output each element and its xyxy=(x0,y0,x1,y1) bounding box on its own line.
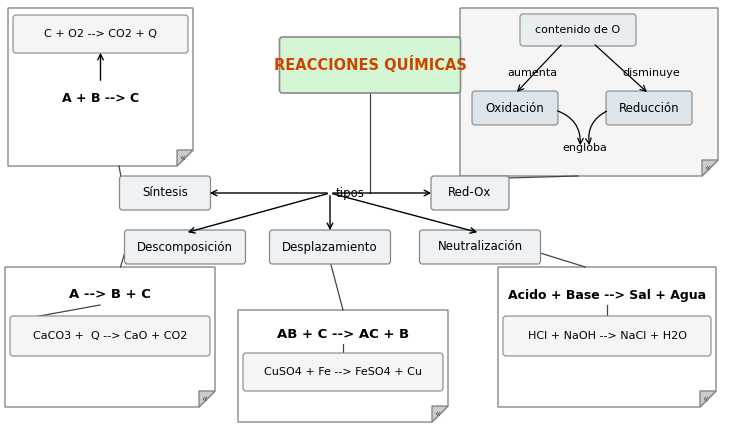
Text: REACCIONES QUÍMICAS: REACCIONES QUÍMICAS xyxy=(274,56,467,74)
FancyBboxPatch shape xyxy=(280,37,461,93)
Text: Oxidación: Oxidación xyxy=(486,101,545,114)
Text: AB + C --> AC + B: AB + C --> AC + B xyxy=(277,328,409,341)
FancyBboxPatch shape xyxy=(13,15,188,53)
FancyBboxPatch shape xyxy=(520,14,636,46)
Polygon shape xyxy=(702,160,718,176)
Text: CuSO4 + Fe --> FeSO4 + Cu: CuSO4 + Fe --> FeSO4 + Cu xyxy=(264,367,422,377)
FancyBboxPatch shape xyxy=(243,353,443,391)
FancyBboxPatch shape xyxy=(503,316,711,356)
FancyBboxPatch shape xyxy=(119,176,210,210)
Polygon shape xyxy=(238,310,448,422)
Text: tipos: tipos xyxy=(336,187,364,200)
Text: «: « xyxy=(704,163,710,173)
Polygon shape xyxy=(8,8,193,166)
FancyBboxPatch shape xyxy=(606,91,692,125)
Text: A --> B + C: A --> B + C xyxy=(69,289,151,301)
Polygon shape xyxy=(498,267,716,407)
FancyBboxPatch shape xyxy=(124,230,246,264)
FancyBboxPatch shape xyxy=(431,176,509,210)
Text: Síntesis: Síntesis xyxy=(142,187,188,200)
Text: HCl + NaOH --> NaCl + H2O: HCl + NaOH --> NaCl + H2O xyxy=(528,331,687,341)
Text: Acido + Base --> Sal + Agua: Acido + Base --> Sal + Agua xyxy=(508,289,706,301)
Text: «: « xyxy=(434,409,440,419)
Text: CaCO3 +  Q --> CaO + CO2: CaCO3 + Q --> CaO + CO2 xyxy=(33,331,187,341)
Text: C + O2 --> CO2 + Q: C + O2 --> CO2 + Q xyxy=(44,29,157,39)
Polygon shape xyxy=(177,150,193,166)
Text: contenido de O: contenido de O xyxy=(535,25,620,35)
Text: disminuye: disminuye xyxy=(622,68,680,78)
Text: Descomposición: Descomposición xyxy=(137,240,233,254)
Polygon shape xyxy=(199,391,215,407)
Text: Neutralización: Neutralización xyxy=(437,240,523,254)
Text: Desplazamiento: Desplazamiento xyxy=(282,240,378,254)
Polygon shape xyxy=(700,391,716,407)
FancyBboxPatch shape xyxy=(10,316,210,356)
Text: engloba: engloba xyxy=(562,143,607,153)
Polygon shape xyxy=(5,267,215,407)
FancyBboxPatch shape xyxy=(420,230,540,264)
Text: aumenta: aumenta xyxy=(507,68,557,78)
Text: Red-Ox: Red-Ox xyxy=(448,187,492,200)
Text: Reducción: Reducción xyxy=(619,101,679,114)
Text: «: « xyxy=(702,394,708,404)
FancyBboxPatch shape xyxy=(269,230,391,264)
Polygon shape xyxy=(432,406,448,422)
Text: «: « xyxy=(201,394,207,404)
FancyBboxPatch shape xyxy=(472,91,558,125)
Text: A + B --> C: A + B --> C xyxy=(62,92,139,104)
Polygon shape xyxy=(460,8,718,176)
Text: «: « xyxy=(179,153,185,163)
